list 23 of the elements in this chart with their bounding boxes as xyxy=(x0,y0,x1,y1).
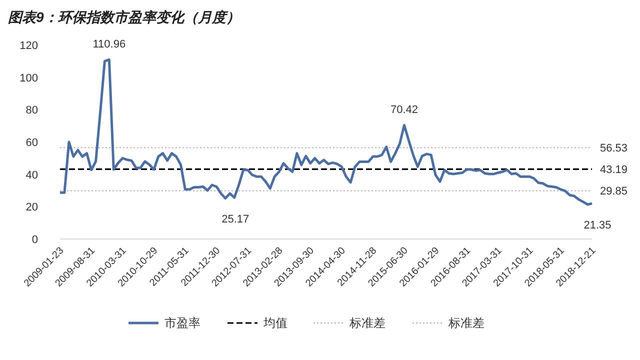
title: 图表9：环保指数市盈率变化（月度） xyxy=(8,9,240,25)
annotation: 21.35 xyxy=(584,219,612,232)
legend-item: 标准差 xyxy=(314,316,386,330)
text: 29.85 xyxy=(600,186,628,198)
annotation: 70.42 xyxy=(390,104,418,116)
legend-label: 标准差 xyxy=(448,316,484,330)
y-tick-label: 0 xyxy=(32,234,38,246)
legend-label: 均值 xyxy=(262,316,288,330)
y-tick-label: 120 xyxy=(20,40,38,52)
y-tick-label: 100 xyxy=(20,72,38,84)
annotation: 110.96 xyxy=(92,38,126,51)
legend-label: 标准差 xyxy=(348,316,386,330)
text: 43.19 xyxy=(600,164,628,176)
y-tick-label: 20 xyxy=(26,202,38,214)
annotation: 25.17 xyxy=(222,213,250,226)
text: 56.53 xyxy=(600,142,628,155)
y-tick-label: 40 xyxy=(26,169,38,182)
legend-item: 市盈率 xyxy=(128,316,200,330)
y-tick-label: 80 xyxy=(26,104,38,117)
legend-item: 标准差 xyxy=(412,316,484,330)
legend-item: 均值 xyxy=(228,316,288,330)
y-tick-label: 60 xyxy=(26,137,38,149)
legend-label: 市盈率 xyxy=(164,316,200,330)
